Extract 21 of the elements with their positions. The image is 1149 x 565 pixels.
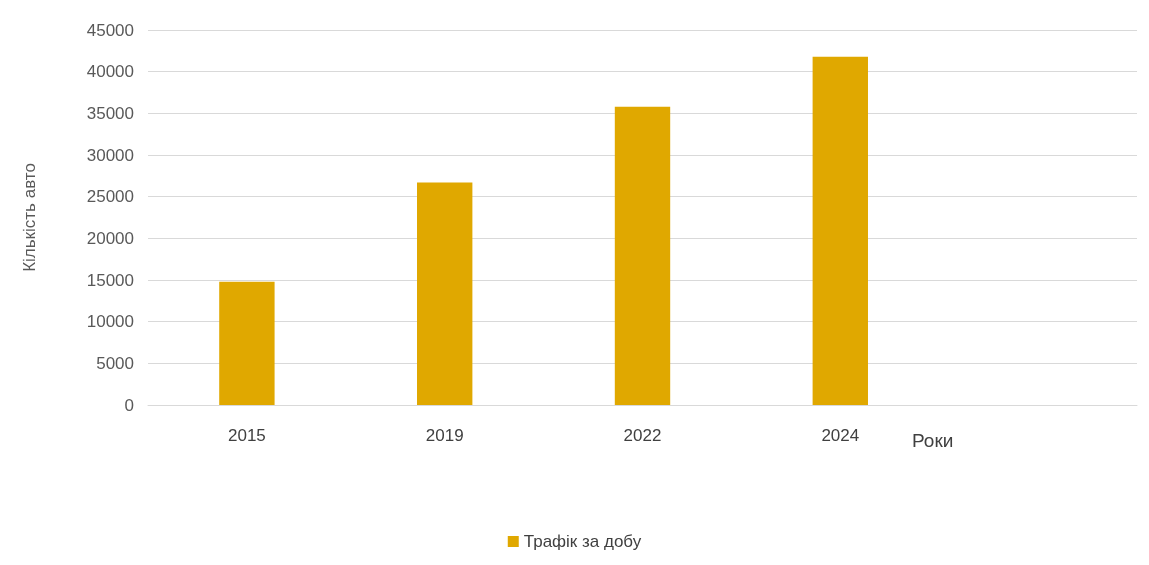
x-tick-label: 2022 [623, 426, 662, 445]
y-tick-label: 0 [124, 395, 134, 415]
x-tick-label: 2024 [821, 426, 860, 445]
bar [614, 106, 671, 405]
legend-label: Трафік за добу [523, 532, 642, 551]
x-axis-title: Роки [912, 430, 954, 451]
bar [219, 281, 275, 405]
bar [812, 56, 868, 405]
y-tick-label: 5000 [96, 353, 134, 373]
y-tick-label: 35000 [86, 103, 134, 123]
y-tick-label: 15000 [86, 270, 134, 290]
y-tick-label: 30000 [86, 145, 134, 165]
y-axis-title: Кількість авто [20, 163, 39, 272]
y-tick-label: 20000 [86, 228, 134, 248]
y-tick-label: 45000 [86, 20, 134, 40]
y-tick-label: 10000 [86, 312, 134, 332]
x-tick-label: 2019 [425, 426, 464, 445]
bar [417, 182, 473, 405]
y-tick-label: 25000 [86, 187, 134, 207]
x-tick-label: 2015 [227, 426, 266, 445]
y-tick-label: 40000 [86, 62, 134, 82]
